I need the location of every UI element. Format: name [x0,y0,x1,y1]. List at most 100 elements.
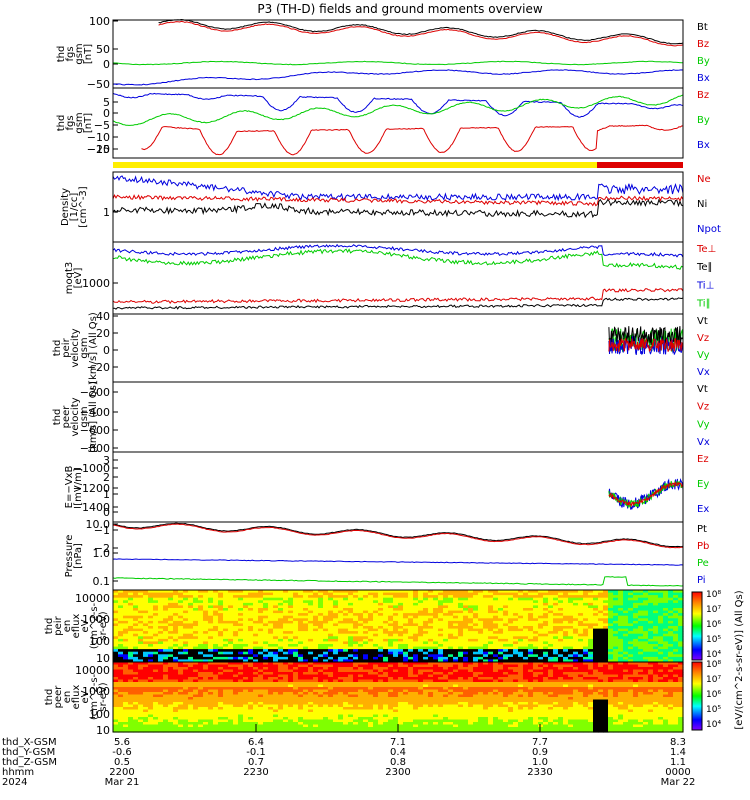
spectrogram-cell [283,692,289,696]
spectrogram-cell [323,682,329,686]
spectrogram-cell [358,719,364,723]
spectrogram-cell [253,677,259,681]
spectrogram-cell [353,679,359,683]
spectrogram-cell [603,644,609,648]
spectrogram-cell [233,602,239,607]
spectrogram-cell [273,717,279,721]
spectrogram-cell [133,689,139,693]
spectrogram-cell [193,702,199,706]
spectrogram-cell [643,654,649,658]
spectrogram-cell [588,631,594,635]
spectrogram-cell [138,654,144,658]
spectrogram-cell [228,610,234,614]
spectrogram-cell [423,638,429,643]
spectrogram-cell [278,595,284,599]
spectrogram-cell [403,615,409,619]
spectrogram-cell [183,613,189,617]
spectrogram-cell [293,707,299,711]
spectrogram-cell [338,679,344,683]
spectrogram-cell [158,719,164,723]
spectrogram-cell [243,729,249,733]
spectrogram-cell [243,677,249,681]
spectrogram-cell [328,729,334,733]
spectrogram-cell [318,724,324,728]
spectrogram-cell [638,608,644,612]
spectrogram-cell [628,644,634,648]
spectrogram-cell [143,672,149,676]
spectrogram-cell [253,626,259,630]
spectrogram-cell [348,714,354,718]
spectrogram-cell [398,662,404,666]
spectrogram-cell [378,633,384,637]
spectrogram-cell [613,613,619,617]
spectrogram-cell [408,649,414,653]
spectrogram-cell [473,600,479,604]
spectrogram-cell [373,636,379,640]
spectrogram-cell [238,724,244,728]
spectrogram-cell [133,656,139,661]
spectrogram-cell [183,638,189,643]
spectrogram-cell [213,709,219,713]
spectrogram-cell [388,610,394,614]
spectrogram-cell [233,654,239,658]
spectrogram-cell [148,597,154,601]
spectrogram-cell [433,636,439,640]
spectrogram-cell [238,610,244,614]
spectrogram-cell [648,618,654,622]
spectrogram-cell [363,651,369,655]
spectrogram-cell [633,590,639,594]
spectrogram-cell [303,636,309,640]
spectrogram-cell [678,615,684,619]
spectrogram-cell [163,649,169,653]
spectrogram-cell [378,707,384,711]
spectrogram-cell [528,595,534,599]
spectrogram-cell [538,605,544,609]
spectrogram-cell [298,602,304,607]
y-axis-label: gsm [74,43,85,64]
spectrogram-cell [663,615,669,619]
spectrogram-cell [183,664,189,668]
spectrogram-cell [378,724,384,728]
spectrogram-cell [528,628,534,632]
spectrogram-cell [603,590,609,594]
y-axis-label: E=−VxB [64,466,75,509]
spectrogram-cell [173,704,179,708]
spectrogram-cell [143,697,149,701]
spectrogram-cell [418,654,424,658]
spectrogram-cell [568,638,574,643]
spectrogram-cell [483,600,489,604]
spectrogram-cell [308,615,314,619]
spectrogram-cell [138,674,144,678]
spectrogram-cell [203,699,209,703]
spectrogram-cell [673,595,679,599]
spectrogram-cell [343,709,349,713]
spectrogram-cell [273,644,279,648]
spectrogram-cell [208,600,214,604]
spectrogram-cell [418,613,424,617]
spectrogram-cell [313,667,319,671]
series-Bx [112,92,684,118]
spectrogram-cell [343,638,349,643]
spectrogram-cell [228,615,234,619]
legend-Pe: Pe [697,558,709,569]
spectrogram-cell [228,633,234,637]
spectrogram-cell [418,644,424,648]
spectrogram-cell [353,724,359,728]
spectrogram-cell [448,595,454,599]
spectrogram-cell [268,633,274,637]
spectrogram-cell [313,641,319,645]
spectrogram-cell [298,712,304,716]
spectrogram-cell [193,682,199,686]
spectrogram-cell [358,628,364,632]
spectrogram-cell [663,638,669,643]
spectrogram-cell [243,636,249,640]
spectrogram-cell [598,610,604,614]
spectrogram-cell [348,641,354,645]
spectrogram-cell [348,595,354,599]
spectrogram-cell [553,595,559,599]
spectrogram-cell [393,669,399,673]
spectrogram-cell [218,692,224,696]
spectrogram-cell [543,636,549,640]
spectrogram-cell [543,646,549,650]
spectrogram-cell [648,636,654,640]
